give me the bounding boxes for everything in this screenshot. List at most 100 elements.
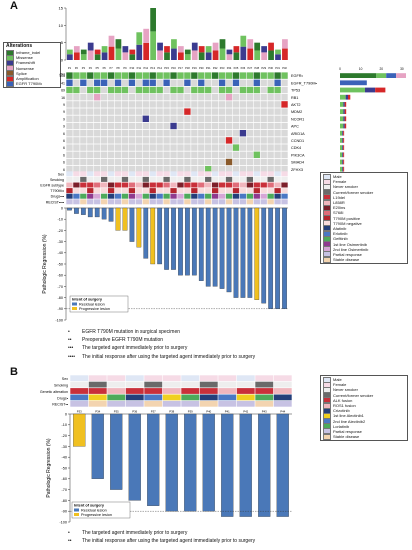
grid-cell — [149, 144, 156, 151]
grid-cell — [281, 115, 288, 122]
gene-pct: 6 — [63, 168, 65, 172]
alterations-legend: Alterations Inframe_indel Missense Framesh… — [3, 42, 61, 89]
gene-name: SMAD4 — [291, 161, 304, 165]
grid-cell — [128, 144, 136, 151]
regression-bar — [87, 207, 93, 218]
tmb-bar — [171, 48, 177, 60]
grid-cell — [121, 108, 129, 115]
footnote: •••• The initial response after using the… — [68, 354, 255, 360]
regression-bar — [91, 413, 104, 479]
clinical-cell — [267, 171, 274, 177]
grid-cell — [163, 151, 170, 158]
clinical-cell — [70, 400, 89, 407]
grid-cell — [239, 166, 247, 173]
gene-pct: 100 — [59, 74, 65, 78]
clinical-cell — [281, 199, 288, 205]
clinical-cell — [144, 400, 163, 407]
regression-bar — [184, 413, 197, 512]
clinical-cell — [232, 188, 240, 194]
mutation-cell — [253, 151, 260, 158]
grid-cell — [246, 151, 254, 158]
clinical-cell — [281, 176, 288, 182]
sample-label: P1 — [68, 66, 72, 70]
grid-cell — [100, 144, 108, 151]
grid-cell — [73, 108, 80, 115]
gene-name: EGFR_T790M• — [291, 81, 317, 85]
clinical-cell — [88, 388, 107, 394]
clinical-row-label: RECIST•••• — [46, 200, 65, 204]
grid-cell — [218, 94, 226, 101]
panel-a-letter: A — [10, 0, 18, 12]
grid-cell — [100, 130, 108, 137]
tmb-bar — [233, 52, 240, 60]
regression-bar — [73, 413, 86, 447]
grid-cell — [107, 144, 115, 151]
mutation-cell — [225, 158, 233, 166]
grid-cell — [128, 101, 136, 108]
grid-cell — [87, 130, 94, 137]
mutation-cell — [94, 79, 101, 86]
grid-cell — [66, 144, 73, 151]
grid-cell — [156, 130, 163, 137]
clinical-cell — [107, 375, 126, 382]
clinical-cell — [181, 394, 200, 401]
footnote: ••• The targeted agent immediately prior … — [68, 345, 255, 351]
clinical-cell — [211, 176, 219, 182]
grid-cell — [246, 94, 254, 101]
grid-cell — [156, 158, 163, 166]
regression-bar — [275, 207, 280, 309]
regression-bar — [268, 207, 274, 309]
grid-cell — [246, 101, 254, 108]
grid-cell — [142, 144, 149, 151]
grid-cell — [114, 158, 122, 166]
gene-freq-bar — [342, 145, 344, 150]
clinical-cell — [267, 199, 274, 205]
clinical-cell — [149, 188, 156, 194]
grid-cell — [232, 130, 240, 137]
grid-cell — [211, 122, 219, 130]
clinical-cell — [281, 171, 288, 177]
legend-label: Inframe_indel — [16, 50, 41, 56]
grid-cell — [260, 108, 267, 115]
grid-cell — [218, 158, 226, 166]
clinical-cell — [218, 171, 226, 177]
gene-freq-bar — [340, 145, 343, 150]
legend-label: Gefitinib — [333, 236, 348, 242]
regression-bar — [115, 207, 121, 231]
y-tick-label: 0 — [65, 412, 67, 416]
clinical-cell — [73, 199, 80, 205]
clinical-cell — [162, 400, 181, 407]
grid-cell — [170, 144, 177, 151]
grid-cell — [232, 166, 240, 173]
clinical-cell — [66, 193, 73, 199]
clinical-cell — [274, 176, 281, 182]
grid-cell — [170, 108, 177, 115]
grid-cell — [121, 166, 129, 173]
gene-freq-bar — [340, 73, 377, 78]
legend-label: Partial response — [333, 251, 362, 257]
grid-cell — [149, 101, 156, 108]
clinical-cell — [211, 188, 219, 194]
grid-cell — [253, 94, 260, 101]
clinical-cell — [246, 182, 254, 188]
grid-cell — [177, 108, 184, 115]
grid-cell — [107, 151, 115, 158]
grid-cell — [100, 115, 108, 122]
grid-cell — [205, 144, 212, 151]
grid-cell — [198, 144, 205, 151]
grid-cell — [163, 130, 170, 137]
grid-cell — [267, 94, 274, 101]
mutation-cell — [170, 86, 177, 94]
grid-cell — [114, 101, 122, 108]
clinical-cell — [218, 375, 237, 382]
clinical-cell — [170, 193, 177, 199]
gene-freq-bar — [343, 116, 345, 122]
tmb-bar — [136, 44, 143, 60]
grid-cell — [149, 137, 156, 144]
clinical-cell — [125, 394, 144, 401]
grid-cell — [80, 144, 87, 151]
sample-label: P39 — [188, 410, 193, 414]
legend-label: 1st line Osimertinib — [333, 241, 368, 247]
grid-cell — [149, 108, 156, 115]
grid-cell — [142, 94, 149, 101]
